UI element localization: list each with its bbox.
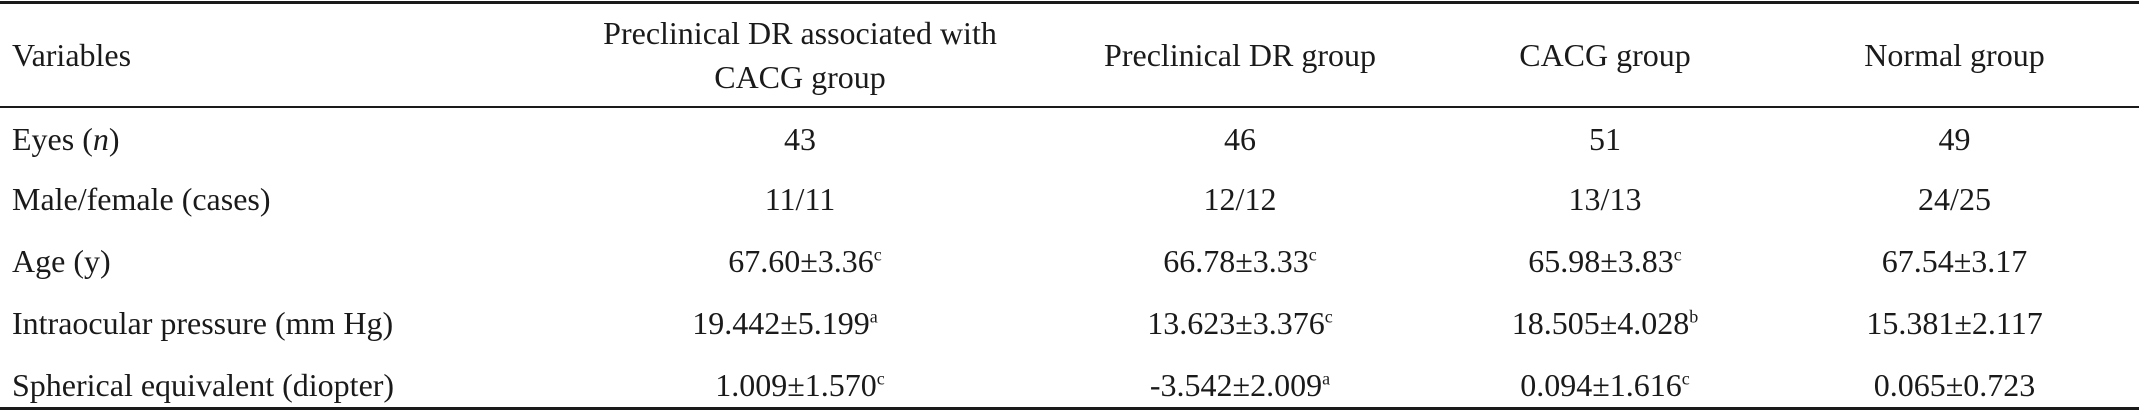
table-cell: 43 <box>530 106 1040 168</box>
header-preclinical-dr: Preclinical DR group <box>1104 37 1376 73</box>
cell-value: 67.60±3.36 <box>728 242 874 279</box>
table-body: Eyes (n) 43 46 51 49 Male/female (cases)… <box>0 106 2139 416</box>
cell-value: 1.009±1.570 <box>715 366 877 403</box>
cell-value: 65.98±3.83 <box>1528 242 1674 279</box>
header-preclinical-dr-cacg: Preclinical DR associated with CACG grou… <box>603 15 997 95</box>
cell-value: 11/11 <box>764 180 836 217</box>
table-cell: 51 <box>1440 106 1770 168</box>
table-cell: 66.78±3.33c <box>1040 230 1440 292</box>
table-cell: 0.094±1.616c <box>1440 354 1770 416</box>
cell-sup: c <box>1308 243 1317 264</box>
table-cell: 0.065±0.723 <box>1770 354 2139 416</box>
header-variables: Variables <box>12 37 132 73</box>
top-rule <box>0 1 2139 4</box>
table-row: Male/female (cases) 11/11 12/12 13/13 24… <box>0 168 2139 230</box>
header-cacg: CACG group <box>1519 37 1691 73</box>
cell-value: 0.065±0.723 <box>1873 366 2036 403</box>
row-label-italic: n <box>92 120 109 157</box>
cell-value: 12/12 <box>1203 180 1277 217</box>
row-label: Age (y) <box>12 242 111 279</box>
table-cell: 13.623±3.376c <box>1040 292 1440 354</box>
table-cell: 12/12 <box>1040 168 1440 230</box>
comparison-table: Variables Preclinical DR associated with… <box>0 4 2139 416</box>
cell-value: 0.094±1.616 <box>1520 366 1682 403</box>
cell-value: 43 <box>784 120 816 157</box>
cell-sup: c <box>876 367 885 388</box>
table-cell: 24/25 <box>1770 168 2139 230</box>
table-cell: 13/13 <box>1440 168 1770 230</box>
row-label-prefix: Eyes ( <box>12 120 93 157</box>
cell-value: 13/13 <box>1568 180 1642 217</box>
cell-value: 15.381±2.117 <box>1866 304 2043 341</box>
cell-value: 24/25 <box>1918 180 1991 217</box>
cell-sup: b <box>1689 305 1699 326</box>
cell-value: 19.442±5.199 <box>692 304 870 341</box>
table-cell: 11/11 <box>530 168 1040 230</box>
row-label-suffix: ) <box>108 120 120 157</box>
header-rule <box>0 106 2139 108</box>
table-cell: 49 <box>1770 106 2139 168</box>
cell-value: 46 <box>1224 120 1256 157</box>
table-cell: 1.009±1.570c <box>530 354 1040 416</box>
cell-value: 51 <box>1589 120 1621 157</box>
cell-value: 13.623±3.376 <box>1147 304 1325 341</box>
cell-sup: c <box>1673 243 1682 264</box>
table-cell: 67.54±3.17 <box>1770 230 2139 292</box>
table-cell: 18.505±4.028b <box>1440 292 1770 354</box>
row-label: Eyes (n) <box>0 106 530 168</box>
row-label: Spherical equivalent (diopter) <box>12 366 395 403</box>
table-cell: 67.60±3.36c <box>530 230 1040 292</box>
cell-sup: a <box>869 305 878 326</box>
bottom-rule <box>0 407 2139 410</box>
cell-sup: c <box>1324 305 1333 326</box>
cell-value: 67.54±3.17 <box>1881 242 2028 279</box>
cell-sup: c <box>873 243 882 264</box>
table-row: Spherical equivalent (diopter) 1.009±1.5… <box>0 354 2139 416</box>
row-label: Male/female (cases) <box>12 180 271 217</box>
header-normal: Normal group <box>1864 37 2045 73</box>
cell-sup: c <box>1681 367 1690 388</box>
cell-value: 18.505±4.028 <box>1511 304 1690 341</box>
table-row: Intraocular pressure (mm Hg) 19.442±5.19… <box>0 292 2139 354</box>
table-cell: -3.542±2.009a <box>1040 354 1440 416</box>
table-header: Variables Preclinical DR associated with… <box>0 4 2139 106</box>
table-cell: 65.98±3.83c <box>1440 230 1770 292</box>
table-cell: 15.381±2.117 <box>1770 292 2139 354</box>
cell-value: 66.78±3.33 <box>1163 242 1309 279</box>
table-cell: 46 <box>1040 106 1440 168</box>
cell-value: -3.542±2.009 <box>1149 366 1323 403</box>
cell-sup: a <box>1322 367 1331 388</box>
table-cell: 19.442±5.199a <box>530 292 1040 354</box>
row-label: Intraocular pressure (mm Hg) <box>12 304 394 341</box>
cell-value: 49 <box>1938 120 1971 157</box>
table-row: Eyes (n) 43 46 51 49 <box>0 106 2139 168</box>
header-row: Variables Preclinical DR associated with… <box>0 4 2139 106</box>
table-row: Age (y) 67.60±3.36c 66.78±3.33c 65.98±3.… <box>0 230 2139 292</box>
